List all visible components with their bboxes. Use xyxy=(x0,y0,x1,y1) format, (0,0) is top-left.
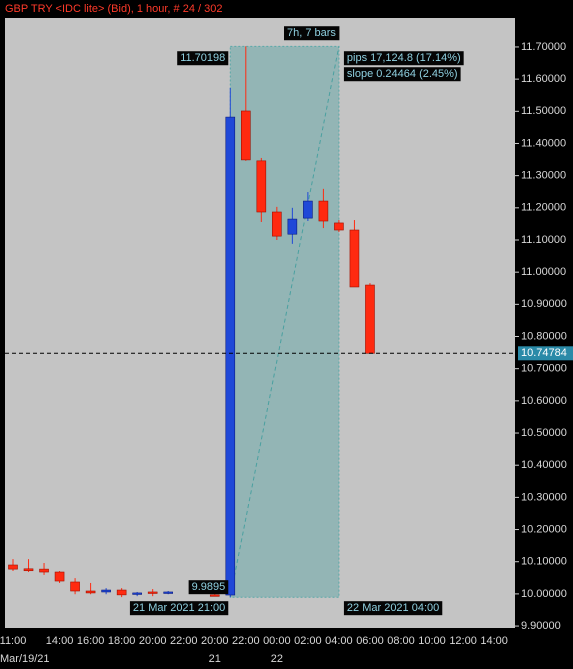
x-tick-label: 11:00 xyxy=(0,635,26,647)
candle-body xyxy=(287,218,298,235)
candle-body xyxy=(334,222,344,231)
candle-body xyxy=(116,589,127,596)
candle-body xyxy=(209,594,220,597)
current-price-label: 10.74784 xyxy=(521,347,567,359)
chart-title: GBP TRY <IDC lite> (Bid), 1 hour, # 24 /… xyxy=(5,3,222,15)
candle-body xyxy=(318,200,329,222)
candle-body xyxy=(132,592,142,595)
y-tick-label: 11.70000 xyxy=(521,41,566,53)
annotation-label: pips 17,124.8 (17.14%) xyxy=(347,52,461,64)
y-tick-label: 10.60000 xyxy=(521,395,567,407)
y-tick-label: 10.10000 xyxy=(521,556,567,568)
candle-body xyxy=(241,110,251,161)
annotation-label: 7h, 7 bars xyxy=(287,27,336,39)
annotation-label: 21 Mar 2021 21:00 xyxy=(133,602,225,614)
x-tick-label: 20:00 xyxy=(201,635,229,647)
date-label: 21 xyxy=(209,653,221,665)
x-tick-label: 20:00 xyxy=(139,635,167,647)
annotation-box xyxy=(177,51,229,66)
x-tick-label: 00:00 xyxy=(263,635,291,647)
y-tick-label: 11.10000 xyxy=(521,234,566,246)
candle-body xyxy=(54,571,65,582)
annotation-box xyxy=(343,67,461,82)
annotation-box xyxy=(283,26,340,41)
x-tick-label: 22:00 xyxy=(232,635,260,647)
y-tick-label: 11.60000 xyxy=(521,73,566,85)
candle-body xyxy=(163,591,173,594)
x-tick-label: 10:00 xyxy=(418,635,446,647)
measure-diagonal xyxy=(229,46,340,598)
annotation-label: 22 Mar 2021 04:00 xyxy=(347,602,439,614)
y-tick-label: 11.30000 xyxy=(521,170,566,182)
y-tick-label: 9.90000 xyxy=(521,620,561,632)
candle-body xyxy=(85,590,96,594)
y-tick-label: 10.50000 xyxy=(521,427,567,439)
annotation-label: 9.9895 xyxy=(192,581,226,593)
x-tick-label: 12:00 xyxy=(449,635,477,647)
x-tick-label: 04:00 xyxy=(325,635,353,647)
candle-body xyxy=(303,200,313,219)
x-tick-label: 14:00 xyxy=(46,635,74,647)
candle-body xyxy=(365,284,375,354)
date-label: Mar/19/21 xyxy=(0,653,50,665)
candle-body xyxy=(23,568,34,572)
y-tick-label: 10.40000 xyxy=(521,459,567,471)
candle-body xyxy=(272,211,282,237)
y-tick-label: 11.50000 xyxy=(521,105,566,117)
x-tick-label: 06:00 xyxy=(356,635,384,647)
x-tick-label: 16:00 xyxy=(77,635,105,647)
annotation-label: slope 0.24464 (2.45%) xyxy=(347,68,458,80)
plot-area xyxy=(5,18,515,628)
y-tick-label: 10.00000 xyxy=(521,588,567,600)
x-tick-label: 14:00 xyxy=(480,635,508,647)
annotation-label: 11.70198 xyxy=(180,52,225,64)
y-tick-label: 10.30000 xyxy=(521,491,567,503)
annotation-box xyxy=(343,601,443,616)
y-tick-label: 11.20000 xyxy=(521,202,566,214)
candle-body xyxy=(256,160,267,213)
candle-body xyxy=(70,581,80,592)
current-price-box xyxy=(518,346,573,361)
candle-body xyxy=(349,229,360,288)
x-tick-label: 08:00 xyxy=(387,635,415,647)
y-tick-label: 10.80000 xyxy=(521,330,567,342)
candle-body xyxy=(101,589,111,593)
annotation-box xyxy=(188,580,229,595)
annotation-box xyxy=(343,51,464,66)
annotation-box xyxy=(129,601,229,616)
candle-body xyxy=(39,568,49,573)
candle-body xyxy=(225,116,236,596)
x-tick-label: 18:00 xyxy=(108,635,136,647)
candle-body xyxy=(147,591,158,594)
y-tick-label: 10.20000 xyxy=(521,523,567,535)
y-tick-label: 10.90000 xyxy=(521,298,567,310)
date-label: 22 xyxy=(271,653,283,665)
x-tick-label: 22:00 xyxy=(170,635,198,647)
y-tick-label: 11.00000 xyxy=(521,266,566,278)
x-tick-label: 02:00 xyxy=(294,635,322,647)
candle-body xyxy=(8,564,18,570)
y-tick-label: 10.70000 xyxy=(521,363,567,375)
y-tick-label: 11.40000 xyxy=(521,137,566,149)
